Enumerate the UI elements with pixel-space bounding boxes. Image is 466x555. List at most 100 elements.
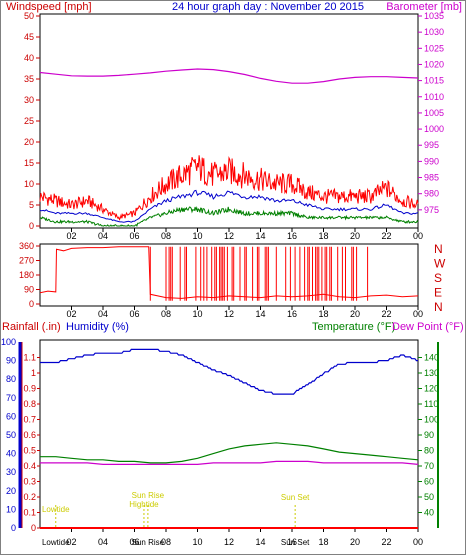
wind-y-tick-label: 10 — [24, 179, 34, 189]
wind-x-tick-label: 08 — [161, 231, 171, 241]
climate-x-tick-label: 04 — [98, 537, 108, 547]
baro-y-tick-label: 980 — [424, 189, 439, 199]
rain-y-tick-label: 0.5 — [23, 446, 36, 456]
climate-x-tick-label: 14 — [255, 537, 265, 547]
baro-y-tick-label: 1000 — [424, 124, 444, 134]
event-label: Sun Set — [281, 493, 310, 502]
climate-x-tick-label: 08 — [161, 537, 171, 547]
rain-y-tick-label: 0 — [31, 523, 36, 533]
barometer-title: Barometer [mb] — [386, 1, 462, 13]
wind-low-line — [39, 206, 419, 228]
temp-y-tick-label: 80 — [424, 446, 434, 456]
temp-y-tick-label: 40 — [424, 508, 434, 518]
climate-x-tick-label: 00 — [413, 537, 423, 547]
climate-x-tick-label: 12 — [224, 537, 234, 547]
wind-x-tick-label: 18 — [318, 231, 328, 241]
event-label: Sun Rise — [132, 491, 165, 500]
humidity-y-tick-label: 40 — [6, 449, 16, 459]
compass-label: E — [434, 286, 442, 300]
wind-y-tick-label: 40 — [24, 53, 34, 63]
climate-x-tick-label: 06 — [129, 537, 139, 547]
barometer-line — [39, 68, 419, 84]
rain-y-tick-label: 0.3 — [23, 477, 36, 487]
dir-x-tick-label: 18 — [318, 309, 328, 319]
baro-y-tick-label: 1005 — [424, 108, 444, 118]
dir-x-tick-label: 16 — [287, 309, 297, 319]
humidity-y-tick-label: 100 — [1, 337, 16, 347]
temperature-line — [40, 442, 419, 464]
climate-x-tick-label: 22 — [381, 537, 391, 547]
humidity-y-tick-label: 0 — [11, 523, 16, 533]
wind-x-tick-label: 02 — [66, 231, 76, 241]
baro-y-tick-label: 1010 — [424, 92, 444, 102]
humidity-y-tick-label: 10 — [6, 504, 16, 514]
wind-y-tick-label: 25 — [24, 116, 34, 126]
wind-y-tick-label: 45 — [24, 32, 34, 42]
baro-y-tick-label: 985 — [424, 173, 439, 183]
wind-y-tick-label: 5 — [29, 200, 34, 210]
wind-y-tick-label: 35 — [24, 74, 34, 84]
humidity-y-tick-label: 60 — [6, 411, 16, 421]
wind-max-line — [39, 155, 419, 221]
windspeed-title: Windspeed [mph] — [6, 1, 92, 13]
event-label: Lowtide — [42, 505, 70, 514]
rain-y-tick-label: 0.1 — [23, 508, 36, 518]
humidity-axis-label: Humidity (%) — [66, 321, 129, 333]
rain-y-tick-label: 0.7 — [23, 415, 36, 425]
compass-label: N — [434, 242, 443, 256]
rain-y-tick-label: 0.8 — [23, 399, 36, 409]
dir-x-tick-label: 08 — [161, 309, 171, 319]
rainfall-axis-label: Rainfall (.in) — [2, 321, 61, 333]
temp-y-tick-label: 90 — [424, 430, 434, 440]
rain-y-tick-label: 0.6 — [23, 430, 36, 440]
wind-avg-line — [39, 189, 419, 223]
dir-x-tick-label: 00 — [413, 309, 423, 319]
wind-x-tick-label: 12 — [224, 231, 234, 241]
humidity-y-tick-label: 90 — [6, 356, 16, 366]
bottom-event-label: Sun Rise — [132, 538, 165, 547]
humidity-line — [40, 348, 418, 395]
baro-y-tick-label: 1020 — [424, 59, 444, 69]
wind-x-tick-label: 16 — [287, 231, 297, 241]
event-label: Hightide — [129, 500, 159, 509]
temp-y-tick-label: 60 — [424, 477, 434, 487]
dir-x-tick-label: 06 — [129, 309, 139, 319]
rain-y-tick-label: 0.2 — [23, 492, 36, 502]
dir-y-tick-label: 180 — [19, 270, 34, 280]
dir-x-tick-label: 10 — [192, 309, 202, 319]
wind-x-tick-label: 06 — [129, 231, 139, 241]
rain-y-tick-label: 1 — [31, 368, 36, 378]
wind-x-tick-label: 00 — [413, 231, 423, 241]
climate-x-tick-label: 20 — [350, 537, 360, 547]
baro-y-tick-label: 995 — [424, 140, 439, 150]
temperature-axis-label: Temperature (°F) — [312, 321, 395, 333]
dir-x-tick-label: 22 — [381, 309, 391, 319]
rain-y-tick-label: 1.1 — [23, 353, 36, 363]
wind-direction-line — [39, 246, 419, 299]
climate-panel-frame — [39, 339, 419, 529]
bottom-event-label: Sun Set — [281, 538, 310, 547]
dir-y-tick-label: 360 — [19, 241, 34, 251]
compass-label: W — [434, 257, 446, 271]
wind-y-tick-label: 15 — [24, 158, 34, 168]
dir-x-tick-label: 20 — [350, 309, 360, 319]
temp-y-tick-label: 50 — [424, 492, 434, 502]
temp-y-tick-label: 100 — [424, 415, 439, 425]
wind-x-tick-label: 14 — [255, 231, 265, 241]
baro-y-tick-label: 1030 — [424, 27, 444, 37]
climate-x-tick-label: 18 — [318, 537, 328, 547]
rain-y-tick-label: 0.9 — [23, 384, 36, 394]
dew-point-line — [40, 460, 419, 465]
wind-y-tick-label: 50 — [24, 11, 34, 21]
dir-x-tick-label: 14 — [255, 309, 265, 319]
dir-x-tick-label: 12 — [224, 309, 234, 319]
dir-y-tick-label: 90 — [24, 285, 34, 295]
dir-y-tick-label: 270 — [19, 256, 34, 266]
humidity-y-tick-label: 20 — [6, 486, 16, 496]
humidity-y-tick-label: 50 — [6, 430, 16, 440]
rain-y-tick-label: 0.4 — [23, 461, 36, 471]
wind-x-tick-label: 10 — [192, 231, 202, 241]
temp-y-tick-label: 120 — [424, 384, 439, 394]
